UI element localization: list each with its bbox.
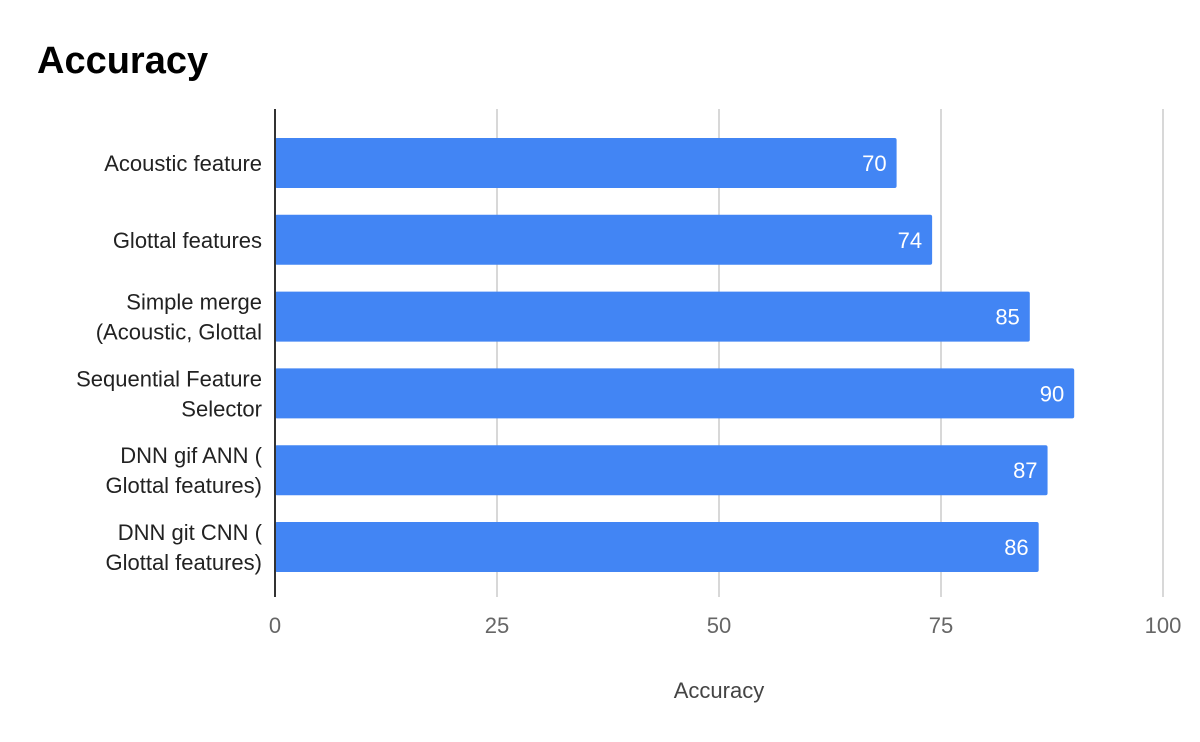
labels-layer: 70 Acoustic feature 74 Glottal features 85 Si… (76, 151, 1064, 575)
category-label: DNN git CNN (Glottal features) (105, 520, 262, 575)
category-label: Glottal features (113, 228, 262, 253)
bar (275, 138, 897, 188)
x-tick-label: 100 (1145, 613, 1182, 638)
x-tick-label: 75 (929, 613, 953, 638)
bar-value-label: 86 (1004, 535, 1028, 560)
x-tick-label: 25 (485, 613, 509, 638)
category-label: Simple merge (Acoustic, Glottal (96, 290, 262, 345)
bar-value-label: 85 (995, 305, 1019, 330)
x-tick-label: 50 (707, 613, 731, 638)
bar-value-label: 90 (1040, 381, 1064, 406)
category-label: Sequential Feature Selector (76, 366, 262, 421)
bar (275, 522, 1039, 572)
bar-value-label: 87 (1013, 458, 1037, 483)
bar-value-label: 74 (898, 228, 922, 253)
x-tick-label: 0 (269, 613, 281, 638)
category-label: Acoustic feature (104, 151, 262, 176)
bar (275, 291, 1030, 342)
category-label: DNN gif ANN (Glottal features) (105, 443, 262, 498)
grid-layer (496, 109, 1164, 597)
bar (275, 214, 933, 265)
chart-title: Accuracy (37, 40, 209, 82)
bar (275, 368, 1075, 419)
axis-layer: 0 25 50 75 100 Accuracy (269, 109, 1181, 703)
bar-value-label: 70 (862, 151, 886, 176)
bars-layer (275, 138, 1075, 572)
bar (275, 445, 1048, 496)
x-axis-title: Accuracy (674, 678, 764, 703)
